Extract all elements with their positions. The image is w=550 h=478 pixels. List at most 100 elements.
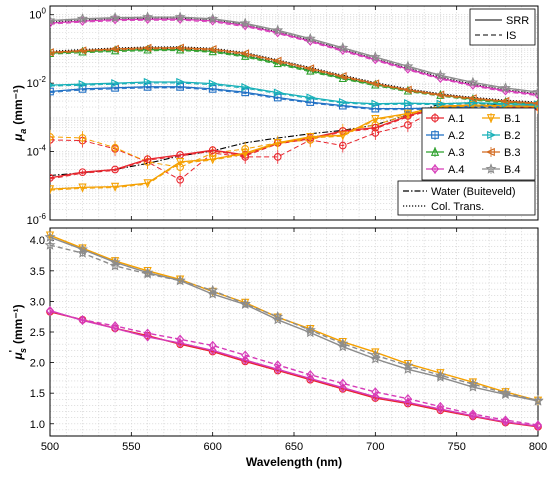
x-tick-label: 550 [122, 441, 140, 453]
reference-legend-box [397, 180, 536, 216]
data-point [176, 334, 185, 345]
data-point [272, 56, 282, 65]
data-point [500, 82, 512, 93]
series-legend-label: B.2 [504, 130, 521, 142]
y-tick-base: 10 [27, 78, 39, 90]
data-point [111, 165, 119, 174]
data-point [207, 284, 219, 296]
data-point [467, 94, 477, 103]
data-point [175, 158, 185, 168]
data-point [467, 76, 479, 88]
data-point [371, 348, 380, 358]
method-legend-box [469, 8, 536, 46]
data-point [239, 17, 251, 28]
data-point [369, 349, 381, 360]
reference-legend-label: Col. Trans. [431, 201, 484, 213]
data-point [50, 87, 54, 96]
series-legend-marker [485, 147, 495, 157]
data-point [109, 11, 121, 23]
data-point [306, 370, 315, 380]
data-point [273, 88, 283, 97]
y-tick-label: 3.0 [30, 296, 45, 308]
x-tick-label: 700 [366, 441, 384, 453]
data-point [436, 401, 445, 412]
data-point [338, 97, 349, 107]
y-tick-exponent: -6 [39, 212, 47, 221]
data-point [239, 298, 251, 309]
y-tick-base: 10 [27, 147, 39, 159]
is-marker [111, 143, 119, 152]
series-is-line [50, 17, 538, 94]
series-legend-marker [485, 163, 497, 174]
data-point [78, 315, 87, 325]
data-point [50, 82, 56, 88]
data-point [45, 306, 55, 316]
data-point [306, 93, 316, 102]
y-tick-base: 10 [29, 10, 41, 22]
data-point [369, 353, 381, 364]
is-marker [338, 141, 347, 150]
x-tick-label: 500 [41, 441, 59, 453]
data-point [142, 43, 152, 53]
data-point [500, 96, 510, 106]
data-point [241, 350, 250, 360]
data-point [402, 363, 414, 374]
data-point [338, 131, 347, 141]
y-tick-base: 10 [27, 215, 39, 227]
is-marker [404, 121, 412, 129]
data-point [403, 393, 412, 404]
data-point [241, 149, 250, 159]
y-tick-exponent: -4 [39, 144, 47, 153]
x-tick-label: 650 [285, 441, 303, 453]
data-point [273, 364, 282, 375]
data-point [402, 60, 414, 71]
series-legend-label: B.4 [504, 164, 521, 176]
data-point [241, 355, 250, 365]
is-marker [176, 175, 184, 184]
x-tick-label: 750 [447, 441, 465, 453]
series-line [50, 18, 538, 96]
data-point [50, 174, 54, 182]
series-is-line [50, 105, 538, 191]
data-point [110, 182, 120, 192]
data-point [272, 24, 284, 35]
series-legend-marker [487, 130, 497, 140]
data-point [304, 324, 316, 335]
series-legend-label: A.1 [448, 113, 465, 125]
data-point [306, 373, 315, 384]
y-tick-label: 1.5 [30, 388, 45, 400]
data-point [434, 369, 446, 381]
data-point [434, 69, 446, 81]
y-tick-label: 10-2 [27, 75, 47, 90]
series-is-line [50, 19, 538, 97]
series-legend-marker [431, 114, 439, 122]
data-point [50, 185, 55, 195]
data-point [207, 45, 217, 54]
data-point [176, 338, 185, 348]
reference-legend: Water (Buiteveld) Col. Trans. [397, 180, 536, 216]
data-point [533, 420, 543, 430]
data-point [402, 359, 414, 371]
y-tick-label: 100 [29, 7, 46, 22]
data-point [77, 13, 88, 24]
series-legend-label: A.3 [448, 147, 465, 159]
y-tick-exponent: -2 [39, 75, 47, 84]
data-point [369, 51, 381, 62]
data-point [50, 48, 54, 57]
y-tick-label: 10-4 [27, 144, 47, 159]
series-is-line [50, 82, 538, 106]
data-point [501, 415, 510, 425]
data-point [304, 326, 316, 338]
y-axis-unit: (mm⁻¹) [11, 304, 25, 344]
data-point [142, 11, 154, 22]
y-tick-label: 3.5 [30, 266, 45, 278]
series-line [49, 309, 539, 427]
is-marker [273, 153, 282, 161]
y-tick-label: 1.0 [30, 419, 45, 431]
data-point [241, 83, 251, 92]
data-point [109, 260, 121, 271]
data-point [371, 123, 380, 132]
series-legend-marker [486, 114, 496, 124]
data-point [370, 79, 380, 88]
